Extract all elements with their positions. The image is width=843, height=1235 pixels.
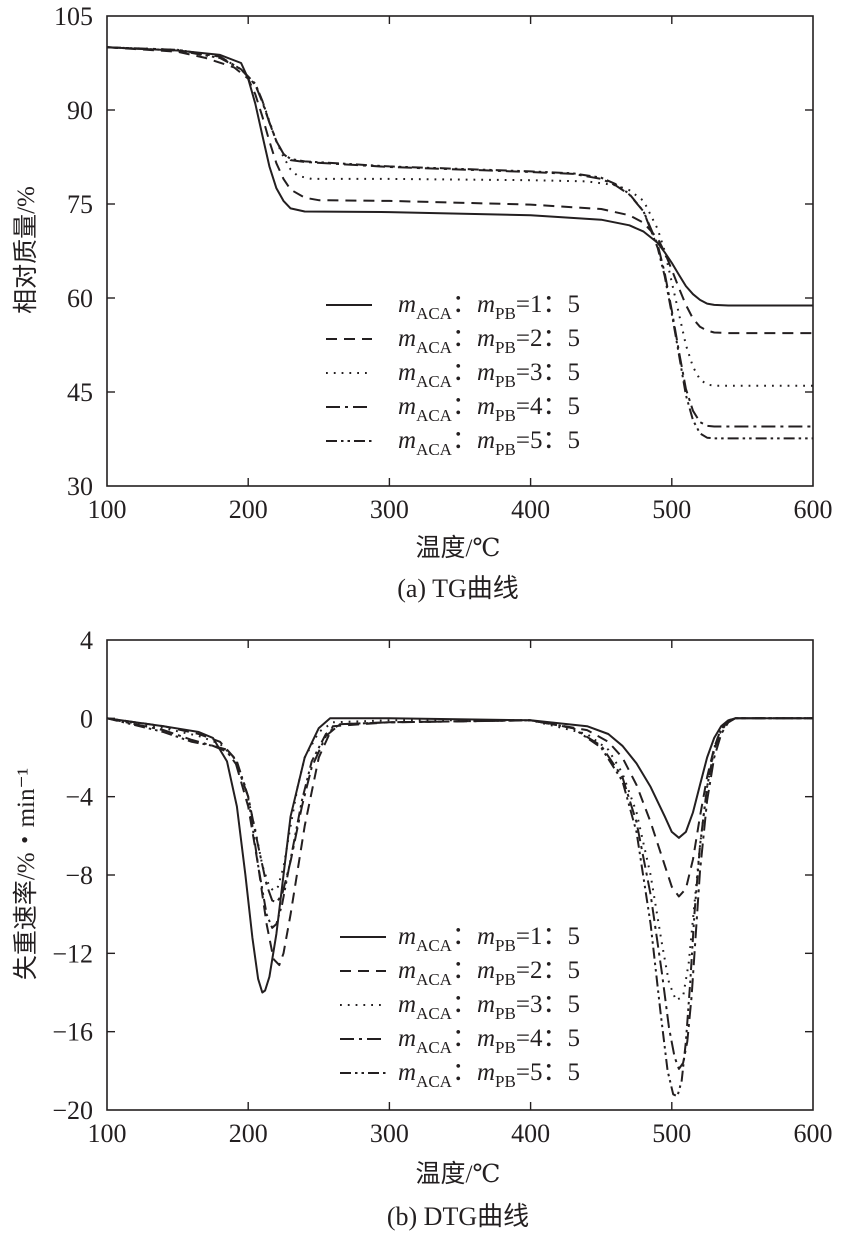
tg-y-tick-label: 90 (67, 96, 93, 125)
dtg-series-line-1 (106, 717, 813, 994)
dtg-y-tick-label: −20 (52, 1096, 93, 1125)
dtg-x-tick-label: 100 (88, 1119, 127, 1148)
dtg-x-tick-label: 300 (370, 1119, 409, 1148)
dtg-legend-label: mACA：mPB=5：5 (398, 1059, 580, 1091)
tg-y-tick-label: 45 (67, 378, 93, 407)
dtg-legend-label: mACA：mPB=1：5 (398, 923, 580, 955)
tg-legend-label: mACA：mPB=2：5 (398, 325, 580, 357)
tg-y-tick-label: 30 (67, 472, 93, 501)
tg-x-tick-label: 500 (652, 495, 691, 524)
dtg-series-line-4 (106, 717, 813, 1070)
tg-series-line-5 (106, 46, 813, 440)
tg-x-tick-label: 200 (229, 495, 268, 524)
dtg-legend-label: mACA：mPB=4：5 (398, 1025, 580, 1057)
tg-y-tick-label: 105 (54, 2, 93, 31)
tg-x-tick-label: 300 (370, 495, 409, 524)
dtg-chart-panel: 温度/℃ (b) DTG曲线 失重速率/%・min⁻¹ 100 200 300 400… (12, 626, 833, 1231)
dtg-series-line-2 (106, 717, 813, 967)
dtg-x-axis-title: 温度/℃ (416, 1160, 501, 1188)
dtg-y-tick-label: −16 (52, 1018, 93, 1047)
dtg-legend-label: mACA：mPB=2：5 (398, 957, 580, 989)
tg-x-tick-label: 400 (511, 495, 550, 524)
tg-x-axis-title: 温度/℃ (416, 534, 501, 562)
dtg-y-tick-label: 0 (80, 704, 93, 733)
tg-series-line-2 (106, 46, 813, 335)
dtg-y-tick-label: −12 (52, 939, 93, 968)
tg-legend-label: mACA：mPB=4：5 (398, 393, 580, 425)
dtg-y-tick-label: −8 (65, 861, 93, 890)
tg-x-tick-label: 600 (794, 495, 833, 524)
tg-legend-label: mACA：mPB=5：5 (398, 427, 580, 459)
dtg-y-tick-label: 4 (80, 626, 93, 655)
dtg-legend-label: mACA：mPB=3：5 (398, 991, 580, 1023)
tg-y-tick-label: 75 (67, 190, 93, 219)
tg-legend-label: mACA：mPB=1：5 (398, 291, 580, 323)
dtg-legend: mACA：mPB=1：5mACA：mPB=2：5mACA：mPB=3：5mACA… (340, 923, 580, 1091)
tg-legend-label: mACA：mPB=3：5 (398, 359, 580, 391)
tg-y-axis-title: 相对质量/% (12, 186, 40, 314)
dtg-series-line-3 (106, 717, 813, 1002)
tg-series-line-1 (106, 46, 813, 307)
tg-chart-panel: 温度/℃ (a) TG曲线 相对质量/% 100 200 300 400 500 600 3… (12, 2, 833, 603)
dtg-y-axis-title: 失重速率/%・min⁻¹ (12, 768, 40, 980)
tg-caption: (a) TG曲线 (397, 574, 519, 603)
dtg-caption: (b) DTG曲线 (387, 1202, 529, 1231)
dtg-series-line-5 (106, 717, 813, 1098)
dtg-x-tick-label: 400 (511, 1119, 550, 1148)
tg-x-tick-label: 100 (88, 495, 127, 524)
dtg-x-tick-label: 200 (229, 1119, 268, 1148)
tg-legend: mACA：mPB=1：5mACA：mPB=2：5mACA：mPB=3：5mACA… (326, 291, 580, 459)
dtg-y-tick-label: −4 (65, 783, 93, 812)
dtg-x-tick-label: 600 (794, 1119, 833, 1148)
tg-plot-frame (106, 15, 814, 487)
tg-y-tick-label: 60 (67, 284, 93, 313)
dtg-x-tick-label: 500 (652, 1119, 691, 1148)
